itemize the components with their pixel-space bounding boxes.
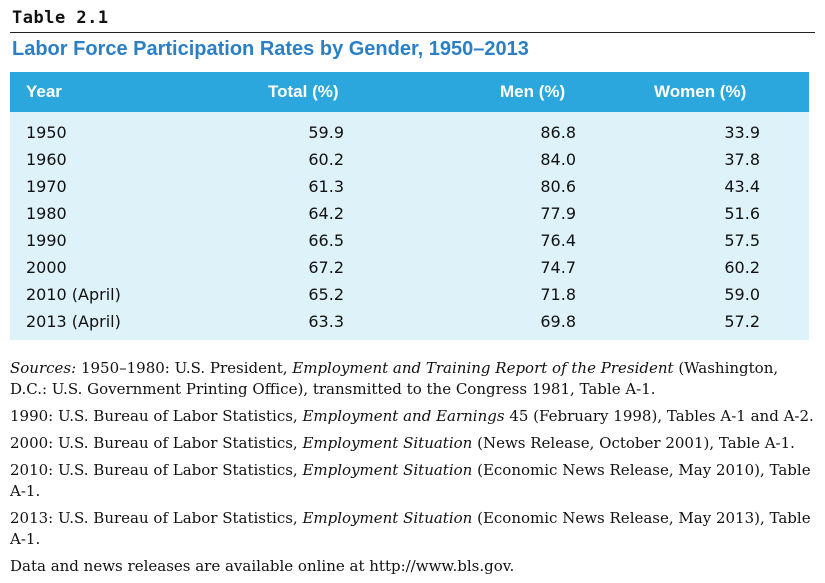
cell-men: 84.0	[540, 150, 576, 169]
source-1990: 1990: U.S. Bureau of Labor Statistics, E…	[10, 406, 815, 427]
header-women: Women (%)	[654, 82, 747, 101]
cell-women: 60.2	[724, 258, 760, 277]
table-row: 1950 59.9 86.8 33.9	[10, 119, 809, 146]
cell-year: 1980	[26, 204, 67, 223]
table-row: 1970 61.3 80.6 43.4	[10, 173, 809, 200]
cell-total: 61.3	[308, 177, 344, 196]
table-row: 1960 60.2 84.0 37.8	[10, 146, 809, 173]
cell-women: 57.2	[724, 312, 760, 331]
cell-women: 33.9	[724, 123, 760, 142]
cell-women: 37.8	[724, 150, 760, 169]
table-label: Table 2.1	[12, 8, 109, 28]
source-text: (Economic News Release, May 2013), Table…	[10, 509, 811, 548]
table-title: Labor Force Participation Rates by Gende…	[12, 38, 529, 60]
cell-women: 51.6	[724, 204, 760, 223]
cell-men: 69.8	[540, 312, 576, 331]
source-text: 1990: U.S. Bureau of Labor Statistics,	[10, 407, 303, 425]
header-total: Total (%)	[268, 82, 339, 101]
header-men: Men (%)	[500, 82, 566, 101]
cell-men: 77.9	[540, 204, 576, 223]
table-row: 2013 (April) 63.3 69.8 57.2	[10, 308, 809, 335]
cell-men: 76.4	[540, 231, 576, 250]
source-title: Employment and Earnings	[302, 407, 505, 425]
cell-men: 71.8	[540, 285, 576, 304]
cell-women: 59.0	[724, 285, 760, 304]
table-row: 2010 (April) 65.2 71.8 59.0	[10, 281, 809, 308]
cell-women: 43.4	[724, 177, 760, 196]
cell-year: 1950	[26, 123, 67, 142]
source-online-note: Data and news releases are available onl…	[10, 556, 815, 577]
cell-women: 57.5	[724, 231, 760, 250]
source-text: Data and news releases are available onl…	[10, 557, 515, 575]
cell-total: 67.2	[308, 258, 344, 277]
source-text: (Washington, D.C.: U.S. Government Print…	[10, 359, 779, 398]
cell-total: 63.3	[308, 312, 344, 331]
cell-total: 64.2	[308, 204, 344, 223]
cell-men: 80.6	[540, 177, 576, 196]
cell-year: 2013 (April)	[26, 312, 121, 331]
source-2000: 2000: U.S. Bureau of Labor Statistics, E…	[10, 433, 815, 454]
table-row: 2000 67.2 74.7 60.2	[10, 254, 809, 281]
source-2010: 2010: U.S. Bureau of Labor Statistics, E…	[10, 460, 815, 502]
sources-label: Sources:	[10, 359, 77, 377]
sources-notes: Sources: 1950–1980: U.S. President, Empl…	[10, 358, 815, 583]
cell-year: 2000	[26, 258, 67, 277]
source-text: (Economic News Release, May 2010), Table…	[10, 461, 811, 500]
cell-year: 1970	[26, 177, 67, 196]
source-title: Employment Situation	[302, 509, 473, 527]
source-text: 2010: U.S. Bureau of Labor Statistics,	[10, 461, 303, 479]
header-year: Year	[26, 82, 62, 101]
cell-total: 65.2	[308, 285, 344, 304]
source-1950-1980: Sources: 1950–1980: U.S. President, Empl…	[10, 358, 815, 400]
source-2013: 2013: U.S. Bureau of Labor Statistics, E…	[10, 508, 815, 550]
cell-men: 74.7	[540, 258, 576, 277]
cell-total: 66.5	[308, 231, 344, 250]
source-title: Employment Situation	[302, 461, 473, 479]
source-text: (News Release, October 2001), Table A-1.	[472, 434, 795, 452]
cell-year: 1960	[26, 150, 67, 169]
source-text: 45 (February 1998), Tables A-1 and A-2.	[504, 407, 814, 425]
table-body	[10, 112, 809, 340]
table-row: 1990 66.5 76.4 57.5	[10, 227, 809, 254]
source-title: Employment and Training Report of the Pr…	[292, 359, 674, 377]
cell-year: 1990	[26, 231, 67, 250]
table-row: 1980 64.2 77.9 51.6	[10, 200, 809, 227]
cell-total: 59.9	[308, 123, 344, 142]
cell-men: 86.8	[540, 123, 576, 142]
table-header: Year Total (%) Men (%) Women (%)	[10, 72, 809, 112]
source-text: 2013: U.S. Bureau of Labor Statistics,	[10, 509, 303, 527]
header-rule	[10, 32, 815, 33]
cell-total: 60.2	[308, 150, 344, 169]
source-text: 2000: U.S. Bureau of Labor Statistics,	[10, 434, 303, 452]
source-title: Employment Situation	[302, 434, 473, 452]
cell-year: 2010 (April)	[26, 285, 121, 304]
source-text: 1950–1980: U.S. President,	[76, 359, 293, 377]
